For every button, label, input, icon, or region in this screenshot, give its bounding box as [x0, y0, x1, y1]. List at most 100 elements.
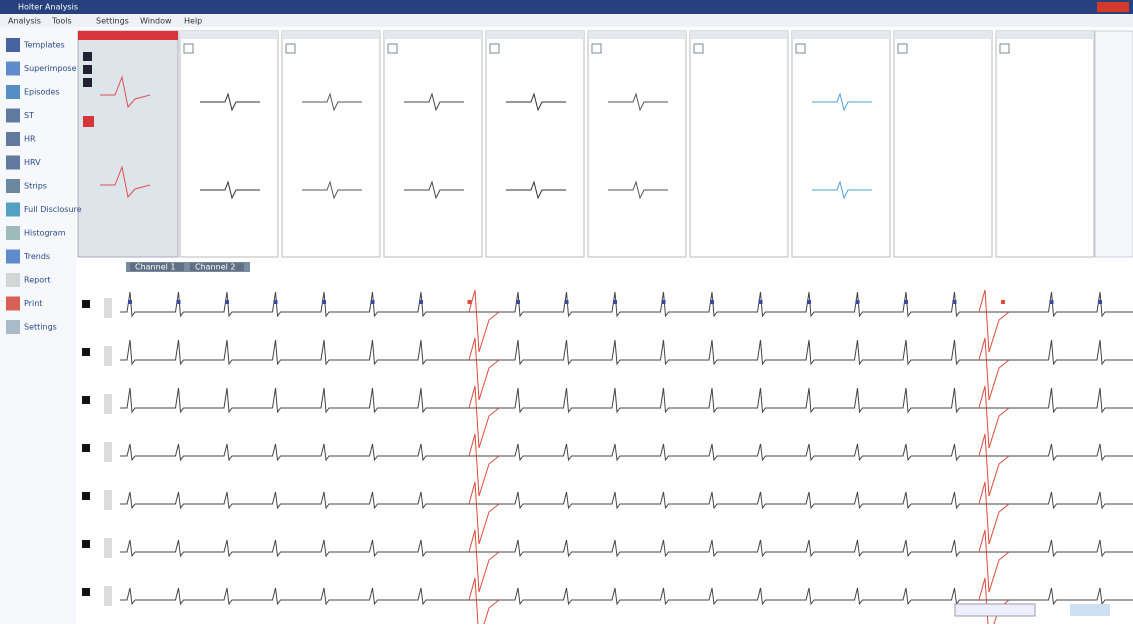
sidebar-label[interactable]: Templates	[23, 41, 65, 50]
template-card[interactable]	[383, 30, 483, 258]
sidebar-label[interactable]: HR	[24, 135, 36, 144]
sidebar-icon[interactable]	[6, 320, 20, 334]
sidebar-icon[interactable]	[6, 179, 20, 193]
card-header	[384, 31, 482, 39]
channel-scale	[104, 538, 112, 558]
card-checkbox[interactable]	[795, 43, 806, 54]
ecg-trace	[120, 539, 1133, 558]
beat-marker[interactable]	[807, 300, 811, 304]
beat-marker[interactable]	[1098, 300, 1102, 304]
beat-marker[interactable]	[904, 300, 908, 304]
template-card[interactable]	[587, 30, 687, 258]
channel-icon[interactable]	[82, 396, 90, 404]
template-card[interactable]	[179, 30, 279, 258]
sidebar-icon[interactable]	[6, 61, 20, 76]
card-checkbox[interactable]	[387, 43, 398, 54]
tab[interactable]	[190, 263, 244, 271]
template-card[interactable]	[995, 30, 1095, 258]
sidebar-icon[interactable]	[6, 296, 20, 311]
beat-marker[interactable]	[467, 300, 472, 304]
menu-item[interactable]: Tools	[51, 17, 72, 26]
beat-marker[interactable]	[710, 300, 714, 304]
sidebar-label[interactable]: Histogram	[24, 229, 66, 238]
channel-scale	[104, 490, 112, 510]
tab-label[interactable]: Channel 2	[195, 263, 235, 272]
sidebar-label[interactable]: Full Disclosure	[24, 205, 82, 214]
status-box[interactable]	[954, 603, 1036, 617]
sidebar-label[interactable]: ST	[24, 111, 34, 120]
template-card[interactable]	[485, 30, 585, 258]
template-card[interactable]	[791, 30, 891, 258]
template-card[interactable]	[689, 30, 789, 258]
beat-marker[interactable]	[564, 300, 569, 304]
card-checkbox[interactable]	[183, 43, 194, 54]
beat-marker[interactable]	[855, 300, 860, 304]
card-header	[282, 31, 380, 39]
template-complex	[608, 180, 668, 200]
sidebar-icon[interactable]	[6, 38, 20, 52]
beat-marker[interactable]	[128, 300, 132, 304]
sidebar-icon[interactable]	[6, 132, 20, 146]
sidebar-icon[interactable]	[6, 108, 20, 123]
sidebar-label[interactable]: Trends	[23, 252, 50, 261]
ectopic-beat	[978, 577, 1010, 628]
sidebar-label[interactable]: Strips	[24, 182, 47, 191]
channel-icon[interactable]	[82, 300, 90, 308]
beat-marker[interactable]	[322, 300, 326, 304]
sidebar-label[interactable]: Print	[24, 299, 42, 308]
sidebar-label[interactable]: Settings	[24, 323, 57, 332]
beat-marker[interactable]	[952, 300, 957, 304]
sidebar-label[interactable]: Superimpose	[24, 64, 77, 73]
beat-marker[interactable]	[225, 300, 229, 304]
template-card[interactable]	[281, 30, 381, 258]
card-header	[894, 31, 992, 39]
beat-marker[interactable]	[758, 300, 763, 304]
beat-marker[interactable]	[661, 300, 666, 304]
beat-marker[interactable]	[370, 300, 375, 304]
template-card[interactable]	[893, 30, 993, 258]
beat-marker[interactable]	[176, 300, 181, 304]
sidebar-icon[interactable]	[6, 202, 20, 217]
beat-marker[interactable]	[1049, 300, 1054, 304]
tool-button[interactable]	[83, 65, 92, 74]
sidebar-icon[interactable]	[6, 249, 20, 264]
tab-label[interactable]: Channel 1	[135, 263, 175, 272]
channel-icon[interactable]	[82, 348, 90, 356]
channel-icon[interactable]	[82, 492, 90, 500]
tool-button[interactable]	[83, 52, 92, 61]
close-button[interactable]	[1097, 2, 1129, 12]
sidebar-label[interactable]: Report	[24, 276, 51, 285]
title-bar	[0, 0, 1133, 14]
sidebar-icon[interactable]	[6, 273, 20, 287]
menu-item[interactable]: Settings	[96, 17, 129, 26]
template-complex	[812, 180, 872, 200]
beat-marker[interactable]	[516, 300, 520, 304]
card-checkbox[interactable]	[999, 43, 1010, 54]
sidebar-icon[interactable]	[6, 226, 20, 240]
card-checkbox[interactable]	[591, 43, 602, 54]
menu-item[interactable]: Analysis	[8, 17, 41, 26]
card-checkbox[interactable]	[285, 43, 296, 54]
card-checkbox[interactable]	[693, 43, 704, 54]
beat-marker[interactable]	[419, 300, 423, 304]
card-checkbox[interactable]	[897, 43, 908, 54]
sidebar-icon[interactable]	[6, 155, 20, 170]
card-checkbox[interactable]	[489, 43, 500, 54]
channel-icon[interactable]	[82, 588, 90, 596]
beat-marker[interactable]	[273, 300, 278, 304]
card-header	[690, 31, 788, 39]
channel-icon[interactable]	[82, 540, 90, 548]
tool-button[interactable]	[83, 78, 92, 87]
nav-button[interactable]	[1070, 604, 1110, 616]
beat-marker[interactable]	[613, 300, 617, 304]
sidebar-icon[interactable]	[6, 85, 20, 99]
sidebar-label[interactable]: HRV	[24, 158, 41, 167]
beat-marker[interactable]	[1001, 300, 1005, 304]
template-complex	[200, 92, 260, 112]
sidebar-label[interactable]: Episodes	[24, 88, 60, 97]
menu-item[interactable]: Help	[184, 17, 202, 26]
channel-icon[interactable]	[82, 444, 90, 452]
menu-item[interactable]: Window	[140, 17, 172, 26]
tab[interactable]	[130, 263, 184, 271]
tool-button[interactable]	[83, 116, 94, 127]
